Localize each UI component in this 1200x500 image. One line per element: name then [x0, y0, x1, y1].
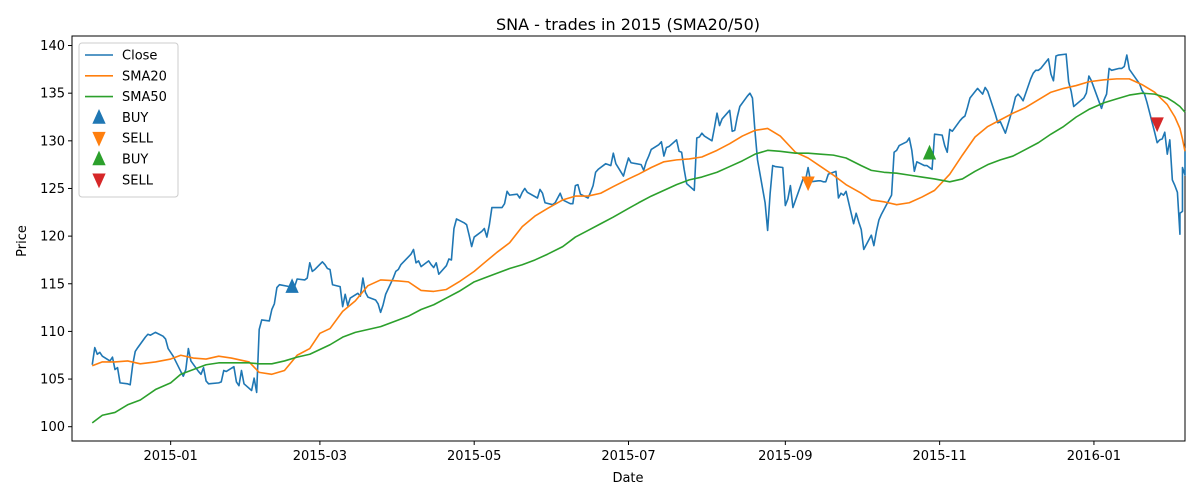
x-tick-label: 2015-01 [143, 449, 197, 464]
y-tick-label: 120 [40, 230, 65, 245]
y-tick-label: 105 [40, 373, 65, 388]
y-tick-label: 130 [40, 134, 65, 149]
x-axis-label: Date [612, 471, 643, 486]
series-layer [91, 53, 1186, 424]
legend-label: SMA20 [122, 69, 167, 84]
buy-marker [922, 144, 937, 160]
y-tick-label: 135 [40, 87, 65, 102]
buy-marker [285, 278, 299, 293]
x-tick-label: 2015-11 [912, 449, 966, 464]
legend-label: BUY [122, 111, 148, 126]
x-tick-label: 2016-01 [1067, 449, 1121, 464]
series-line-sma20 [91, 78, 1186, 376]
chart-title: SNA - trades in 2015 (SMA20/50) [496, 15, 760, 34]
sell-marker [1150, 117, 1164, 133]
legend-label: SELL [122, 173, 154, 188]
legend-label: SELL [122, 132, 154, 147]
y-tick-label: 110 [40, 325, 65, 340]
y-tick-label: 125 [40, 182, 65, 197]
x-tick-label: 2015-09 [758, 449, 812, 464]
y-axis-label: Price [15, 225, 30, 257]
y-tick-label: 115 [40, 277, 65, 292]
series-line-close [91, 53, 1186, 394]
legend-box [78, 42, 179, 198]
legend-label: BUY [122, 153, 148, 168]
x-tick-label: 2015-07 [601, 449, 655, 464]
x-tick-label: 2015-05 [447, 449, 501, 464]
x-axis: 2015-01 2015-03 2015-05 2015-07 2015-09 2015-… [143, 441, 1121, 464]
legend-swatch [92, 131, 106, 147]
plot-frame [71, 35, 1186, 442]
legend: Close SMA20 SMA50 BUY SELL BUY SELL [78, 42, 179, 198]
y-tick-label: 140 [40, 39, 65, 54]
x-tick-label: 2015-03 [293, 449, 347, 464]
y-tick-label: 100 [40, 420, 65, 435]
legend-label: SMA50 [122, 90, 167, 105]
series-line-sma50 [91, 92, 1186, 424]
legend-label: Close [122, 49, 157, 64]
legend-swatch [92, 173, 106, 189]
marker-layer [285, 117, 1164, 293]
legend-swatch [92, 150, 106, 166]
y-axis: 100 105 110 115 120 125 130 135 140 [40, 39, 72, 435]
sell-marker [801, 176, 815, 192]
legend-swatch [92, 109, 106, 124]
